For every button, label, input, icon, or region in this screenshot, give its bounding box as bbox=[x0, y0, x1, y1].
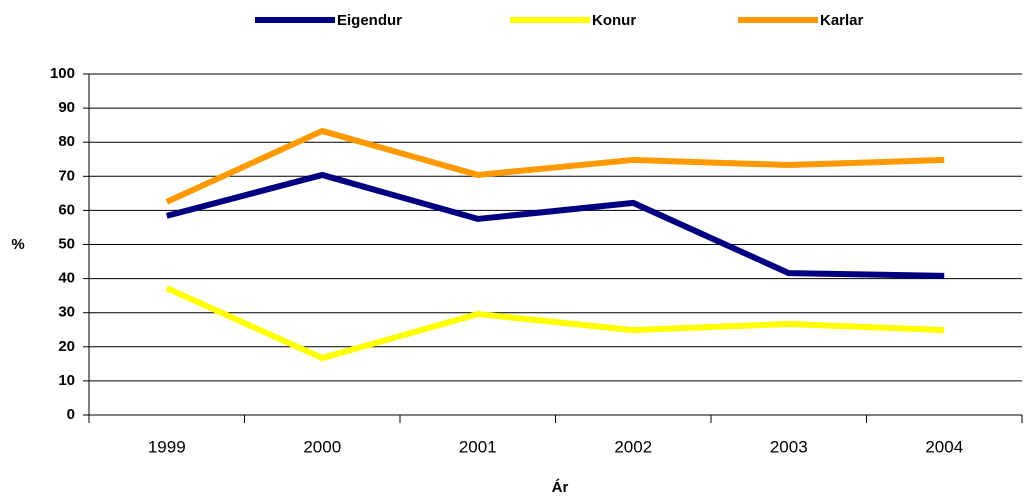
x-tick-label: 2004 bbox=[925, 437, 963, 456]
y-tick-label: 70 bbox=[58, 167, 75, 184]
y-tick-label: 30 bbox=[58, 304, 75, 321]
y-tick-label: 100 bbox=[50, 65, 75, 82]
y-tick-label: 10 bbox=[58, 372, 75, 389]
series-line bbox=[165, 171, 945, 279]
x-tick-label: 1999 bbox=[148, 437, 186, 456]
x-tick-label: 2001 bbox=[459, 437, 497, 456]
x-tick-label: 2003 bbox=[770, 437, 808, 456]
x-axis-label: Ár bbox=[552, 479, 569, 496]
legend-label: Konur bbox=[592, 12, 636, 29]
y-tick-label: 80 bbox=[58, 133, 75, 150]
series-line bbox=[165, 127, 945, 205]
x-tick-label: 2000 bbox=[303, 437, 341, 456]
series-line bbox=[165, 285, 945, 362]
y-tick-label: 40 bbox=[58, 270, 75, 287]
y-axis-label: % bbox=[11, 236, 24, 253]
y-tick-label: 20 bbox=[58, 338, 75, 355]
y-tick-label: 60 bbox=[58, 201, 75, 218]
y-tick-label: 90 bbox=[58, 99, 75, 116]
y-tick-label: 0 bbox=[67, 406, 75, 423]
x-tick-label: 2002 bbox=[614, 437, 652, 456]
legend-label: Eigendur bbox=[337, 12, 402, 29]
legend-label: Karlar bbox=[820, 12, 864, 29]
y-tick-label: 50 bbox=[58, 235, 75, 252]
